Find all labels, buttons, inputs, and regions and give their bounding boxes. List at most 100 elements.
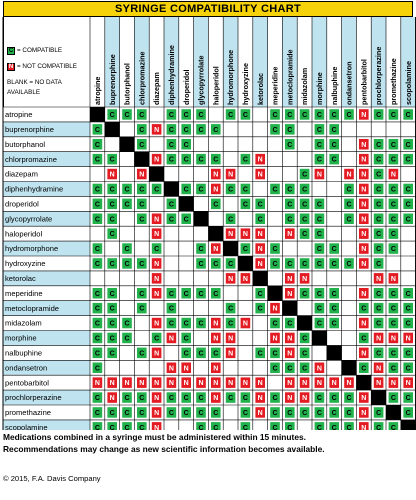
compatible-cell	[299, 228, 310, 239]
incompatible-cell-mark: N	[110, 395, 115, 402]
compatible-cell-mark: C	[376, 321, 381, 328]
compatible-cell	[373, 168, 384, 180]
compatible-cell-mark: C	[184, 127, 189, 134]
self-cell	[297, 315, 312, 331]
compatible-cell-mark: C	[258, 350, 263, 357]
self-cell	[178, 196, 194, 212]
compatible-cell-mark: C	[198, 321, 203, 328]
self-cell	[252, 270, 268, 286]
compatible-cell	[373, 139, 384, 150]
compatible-cell	[344, 407, 354, 418]
compatible-cell-mark: C	[287, 410, 292, 417]
incompatible-cell-mark: N	[302, 380, 307, 387]
compatible-cell	[299, 347, 310, 359]
compatible-cell-mark: C	[391, 246, 396, 253]
compatible-cell-mark: C	[346, 425, 351, 430]
compatible-cell	[314, 109, 325, 120]
column-header-diphenhydramine: diphenhydramine	[167, 45, 176, 105]
compatible-cell	[92, 124, 103, 135]
compatible-cell	[314, 422, 325, 430]
compatible-cell	[299, 332, 310, 344]
compatible-cell-mark: C	[110, 216, 115, 223]
incompatible-cell-mark: N	[287, 380, 292, 387]
compatible-cell	[181, 288, 191, 299]
compatible-cell-mark: C	[361, 335, 366, 342]
incompatible-cell	[359, 213, 369, 224]
compatible-cell-mark: C	[184, 350, 189, 357]
compatible-cell-mark: C	[317, 142, 322, 149]
compatible-cell-mark: C	[376, 172, 381, 179]
compatible-cell-mark: C	[406, 306, 411, 313]
compatible-cell	[166, 317, 177, 329]
compatible-cell-mark: C	[332, 321, 337, 328]
column-header-glycopyrrolate: glycopyrrolate	[197, 55, 206, 105]
incompatible-cell-mark: N	[406, 380, 411, 387]
compatible-cell-mark: C	[317, 216, 322, 223]
compatible-cell	[344, 422, 354, 430]
compatible-cell-mark: C	[198, 410, 203, 417]
column-header-bg	[193, 17, 209, 107]
compatible-cell-mark: C	[272, 350, 277, 357]
incompatible-cell-mark: N	[228, 380, 233, 387]
row-label-hydroxyzine: hydroxyzine	[5, 259, 46, 268]
self-cell	[341, 360, 357, 376]
compatible-cell	[181, 124, 191, 135]
compatible-cell	[403, 183, 413, 195]
self-cell	[386, 405, 401, 420]
compatible-cell-mark: C	[272, 321, 277, 328]
incompatible-cell-mark: N	[154, 425, 159, 430]
compatible-swatch: C	[7, 47, 15, 55]
row-label-bg	[3, 270, 90, 286]
compatible-cell-mark: C	[213, 410, 218, 417]
incompatible-cell	[181, 377, 191, 388]
legend-compatible-label: = COMPATIBLE	[17, 47, 63, 54]
compatible-cell-mark: C	[391, 395, 396, 402]
row-label-droperidol: droperidol	[5, 199, 39, 208]
compatible-cell-mark: C	[154, 186, 159, 193]
compatible-cell	[359, 332, 369, 344]
incompatible-cell-mark: N	[243, 276, 248, 283]
incompatible-cell	[151, 422, 162, 430]
compatible-cell	[403, 109, 413, 120]
incompatible-cell	[255, 168, 265, 180]
compatible-cell-mark: C	[228, 306, 233, 313]
compatible-cell-mark: C	[243, 186, 248, 193]
compatible-cell	[270, 317, 280, 329]
incompatible-cell-mark: N	[332, 380, 337, 387]
incompatible-cell-mark: N	[317, 172, 322, 179]
compatible-cell	[403, 407, 413, 418]
compatible-cell	[137, 109, 147, 120]
compatible-cell-mark: C	[258, 306, 263, 313]
incompatible-cell	[403, 332, 413, 344]
column-header-haloperidol: haloperidol	[211, 66, 220, 105]
chart-title: SYRINGE COMPATIBILITY CHART	[3, 1, 413, 17]
compatible-cell	[196, 124, 206, 135]
compatible-cell-mark: C	[317, 410, 322, 417]
compatible-cell-mark: C	[169, 216, 174, 223]
compatible-cell	[181, 347, 191, 359]
compatible-cell	[255, 198, 265, 210]
compatible-cell-mark: C	[110, 410, 115, 417]
row-label-bg	[3, 300, 90, 316]
compatible-cell-mark: C	[317, 425, 322, 430]
incompatible-cell	[225, 332, 236, 344]
compatible-cell-mark: C	[243, 112, 248, 119]
row-label-bg	[3, 330, 90, 346]
compatible-cell-mark: C	[139, 291, 144, 298]
compatible-cell-mark: C	[213, 157, 218, 164]
incompatible-cell	[388, 332, 399, 344]
compatible-cell-mark: C	[95, 335, 100, 342]
incompatible-cell	[285, 288, 295, 299]
compatible-cell	[255, 288, 265, 299]
compatible-cell-mark: C	[139, 216, 144, 223]
column-header-ondansetron: ondansetron	[345, 61, 354, 105]
compatible-cell-mark: C	[184, 321, 189, 328]
compatible-cell	[211, 153, 221, 165]
compatible-cell	[166, 288, 177, 299]
compatible-cell-mark: C	[110, 321, 115, 328]
compatible-cell	[388, 302, 399, 314]
compatible-cell-mark: C	[95, 157, 100, 164]
compatible-cell-mark: C	[228, 261, 233, 268]
row-label-bg	[3, 121, 90, 137]
row-label-bg	[3, 360, 90, 376]
